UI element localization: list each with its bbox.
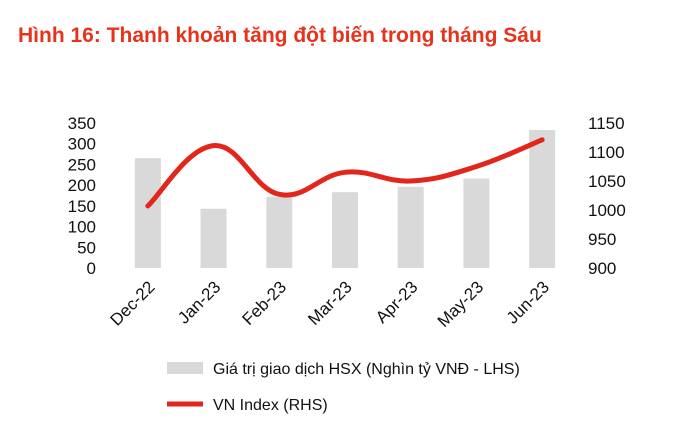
legend-bar-swatch xyxy=(167,362,203,374)
right-tick-label: 1100 xyxy=(588,143,625,162)
x-tick-label: Apr-23 xyxy=(372,277,422,327)
legend-bar-label: Giá trị giao dịch HSX (Nghìn tỷ VNĐ - LH… xyxy=(213,361,520,378)
x-tick-label: Dec-22 xyxy=(106,277,158,329)
left-tick-label: 300 xyxy=(68,135,96,154)
x-axis: Dec-22 Jan-23 Feb-23 Mar-23 Apr-23 May-23 Jun-… xyxy=(106,277,552,331)
line-series xyxy=(145,137,545,209)
right-tick-label: 1050 xyxy=(588,172,626,191)
chart-title: Hình 16: Thanh khoản tăng đột biến trong… xyxy=(18,24,542,47)
bar-series xyxy=(134,130,556,268)
x-tick-label: May-23 xyxy=(434,277,488,331)
x-tick-label: Jun-23 xyxy=(503,277,553,327)
x-tick-label: Feb-23 xyxy=(239,277,291,329)
left-tick-label: 150 xyxy=(68,197,96,216)
bar-Feb-23 xyxy=(266,196,293,268)
left-tick-label: 250 xyxy=(68,155,96,174)
bar-Jun-23 xyxy=(529,130,556,268)
left-tick-label: 100 xyxy=(68,218,96,237)
left-tick-label: 200 xyxy=(68,176,96,195)
right-tick-label: 900 xyxy=(588,259,616,278)
bar-Jan-23 xyxy=(200,208,227,268)
right-tick-label: 1150 xyxy=(588,114,625,133)
legend: Giá trị giao dịch HSX (Nghìn tỷ VNĐ - LH… xyxy=(167,361,520,414)
left-tick-label: 0 xyxy=(87,259,96,278)
x-tick-label: Jan-23 xyxy=(174,277,224,327)
legend-line-label: VN Index (RHS) xyxy=(213,397,328,414)
bar-May-23 xyxy=(463,178,490,268)
right-tick-label: 950 xyxy=(588,230,616,249)
bar-Apr-23 xyxy=(397,186,424,268)
x-tick-label: Mar-23 xyxy=(304,277,356,329)
right-axis: 900 950 1000 1050 1100 1150 xyxy=(588,114,626,278)
bar-Dec-22 xyxy=(134,158,161,268)
right-tick-label: 1000 xyxy=(588,201,626,220)
bar-Mar-23 xyxy=(332,192,358,268)
left-tick-label: 350 xyxy=(68,114,96,133)
left-tick-label: 50 xyxy=(77,238,96,257)
